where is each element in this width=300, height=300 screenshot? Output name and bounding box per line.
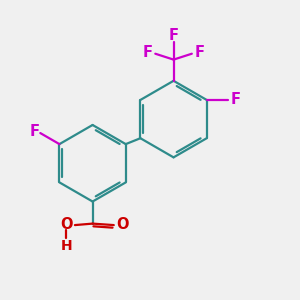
Text: F: F <box>194 45 204 60</box>
Text: F: F <box>143 45 153 60</box>
Text: O: O <box>60 217 72 232</box>
Text: H: H <box>60 239 72 253</box>
Text: O: O <box>116 217 128 232</box>
Text: F: F <box>230 92 240 107</box>
Text: F: F <box>30 124 40 139</box>
Text: F: F <box>169 28 178 43</box>
